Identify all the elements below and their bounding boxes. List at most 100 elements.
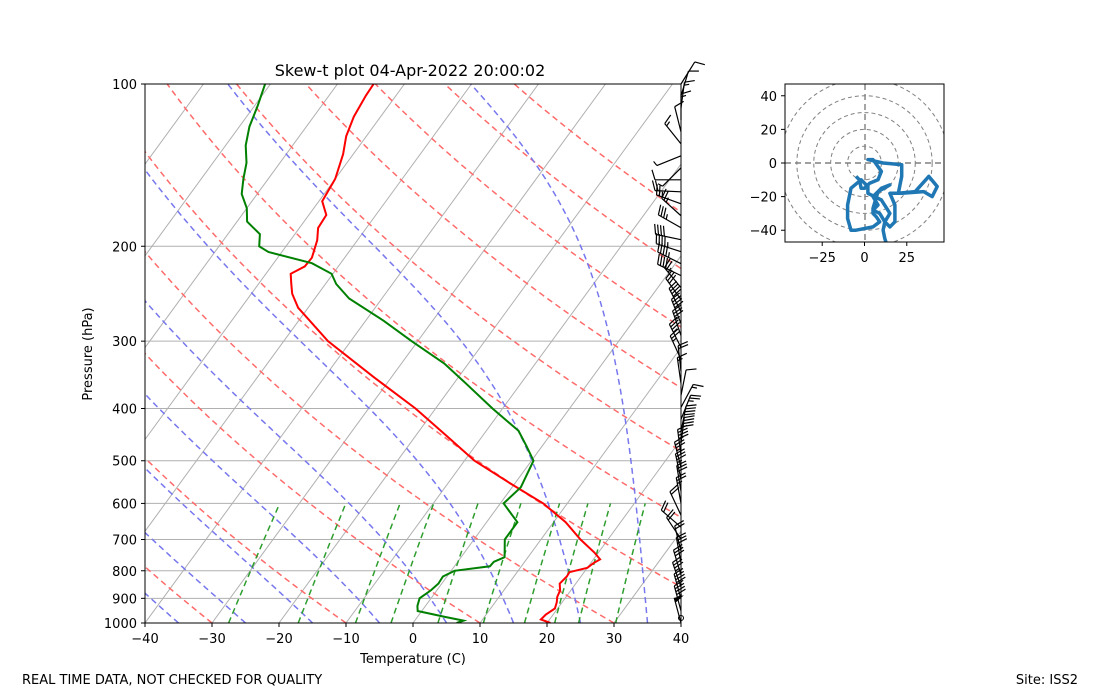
hodograph-x-tick-label: 0 — [860, 251, 868, 266]
isotherm-line — [145, 84, 539, 623]
hodograph-y-ticks: 40 20 0 −20 −40 — [750, 90, 785, 239]
wind-barb — [660, 500, 682, 528]
isotherm-lines — [0, 84, 1100, 623]
moist-adiabat — [227, 84, 582, 623]
hodograph-trace — [845, 157, 939, 242]
dry-adiabat — [145, 565, 213, 623]
moist-adiabat — [470, 84, 649, 623]
moist-adiabat — [145, 467, 314, 623]
mixing-ratio-line — [553, 503, 589, 623]
isotherm-line — [412, 255, 681, 623]
isotherm-line — [211, 84, 606, 623]
mixing-ratio-line — [523, 503, 561, 623]
dry-adiabat — [374, 84, 681, 328]
dry-adiabat — [236, 84, 681, 452]
y-tick-label: 300 — [112, 335, 137, 350]
wind-barbs — [651, 61, 706, 624]
isotherm-line — [145, 84, 405, 441]
y-tick-label: 200 — [112, 240, 137, 255]
dry-adiabat — [513, 84, 681, 214]
wind-barb — [664, 114, 682, 145]
site-label: Site: ISS2 — [1015, 673, 1078, 688]
mixing-ratio-lines — [227, 503, 646, 623]
wind-barb — [680, 61, 706, 85]
hodograph-panel: −25 0 25 40 20 0 −20 −40 — [750, 83, 945, 266]
mixing-ratio-line — [437, 503, 479, 623]
dry-adiabat — [166, 84, 681, 519]
temperature-line — [289, 84, 602, 623]
dry-adiabat — [145, 150, 681, 588]
x-tick-label: −40 — [131, 632, 158, 647]
wind-barb — [654, 223, 682, 241]
wind-barb — [676, 352, 688, 384]
x-tick-label: 0 — [409, 632, 417, 647]
isotherm-line — [613, 530, 681, 623]
dry-adiabat — [305, 84, 681, 389]
mixing-ratio-line — [227, 503, 281, 623]
wind-barb — [680, 79, 695, 109]
hodograph-y-tick-label: −20 — [750, 191, 777, 206]
wind-barb — [680, 70, 699, 97]
isotherm-line — [479, 346, 681, 623]
x-tick-label: 20 — [539, 632, 556, 647]
surface-marker-icon — [678, 615, 684, 621]
isotherm-line — [278, 84, 673, 623]
moist-adiabat-lines — [145, 84, 649, 623]
x-tick-label: −10 — [332, 632, 359, 647]
wind-barb — [680, 415, 695, 444]
x-tick-label: 40 — [673, 632, 690, 647]
isotherm-line — [345, 163, 681, 623]
y-tick-label: 1000 — [104, 617, 137, 632]
wind-barb — [657, 253, 682, 277]
x-tick-label: −20 — [265, 632, 292, 647]
mixing-ratio-line — [390, 503, 435, 623]
hodograph-y-tick-label: 0 — [769, 157, 777, 172]
dry-adiabat-lines — [145, 84, 681, 623]
x-tick-label: 10 — [472, 632, 489, 647]
x-tick-label: −30 — [198, 632, 225, 647]
moist-adiabat — [145, 168, 515, 623]
y-tick-label: 100 — [112, 78, 137, 93]
wind-barb — [655, 184, 682, 205]
wind-barb — [665, 269, 682, 300]
dewpoint-line — [240, 84, 535, 623]
isotherm-line — [0, 84, 2, 623]
wind-barb — [651, 169, 681, 181]
moist-adiabat — [145, 392, 381, 623]
isotherm-line — [0, 84, 69, 623]
hodograph-y-tick-label: 40 — [760, 90, 777, 105]
y-axis-ticks: 1000 900 800 700 600 500 400 300 200 100 — [104, 78, 145, 632]
isotherm-line — [546, 438, 681, 623]
hodograph-y-tick-label: 20 — [760, 123, 777, 138]
x-tick-label: 30 — [606, 632, 623, 647]
skewt-panel: −40 −30 −20 −10 0 10 20 30 40 100090080070060050… — [0, 61, 1100, 667]
mixing-ratio-line — [614, 503, 646, 623]
wind-barb — [655, 233, 682, 253]
wind-barb — [651, 180, 682, 193]
dry-adiabat — [444, 84, 681, 270]
hodograph-x-ticks: −25 0 25 — [808, 242, 915, 266]
wind-barb — [657, 167, 682, 187]
wind-barb — [653, 155, 682, 167]
x-axis-label: Temperature (C) — [359, 652, 466, 667]
isotherm-line — [145, 84, 204, 165]
wind-barb — [674, 100, 684, 133]
y-tick-label: 700 — [112, 534, 137, 549]
wind-barb — [668, 280, 682, 312]
isotherm-line — [145, 84, 472, 533]
hodograph-x-tick-label: 25 — [899, 251, 916, 266]
isotherm-line — [748, 84, 1100, 623]
isotherm-line — [145, 84, 338, 349]
y-axis-label: Pressure (hPa) — [81, 307, 96, 400]
wind-barb — [668, 316, 682, 348]
x-axis-ticks: −40 −30 −20 −10 0 10 20 30 40 — [131, 623, 689, 647]
y-tick-label: 600 — [112, 497, 137, 512]
quality-disclaimer: REAL TIME DATA, NOT CHECKED FOR QUALITY — [22, 673, 323, 688]
hodograph-x-tick-label: −25 — [808, 251, 835, 266]
wind-barb — [680, 394, 702, 420]
y-tick-label: 400 — [112, 403, 137, 418]
isotherm-line — [145, 84, 271, 257]
wind-barb — [680, 368, 697, 396]
mixing-ratio-line — [354, 503, 401, 623]
